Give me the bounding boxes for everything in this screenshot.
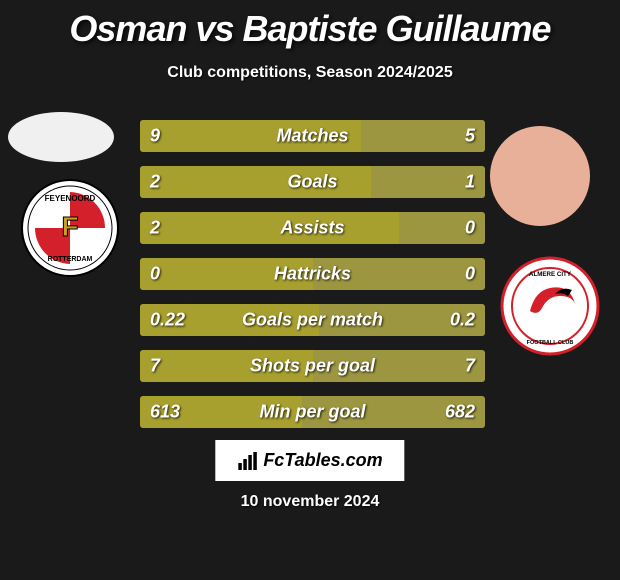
stat-value-right: 5 [465,126,475,147]
stat-row: 9 5 Matches [140,120,485,152]
stat-value-left: 7 [150,356,160,377]
stat-row: 0 0 Hattricks [140,258,485,290]
club-crest-left: FEYENOORD ROTTERDAM F [20,178,120,278]
brand-text: FcTables.com [263,450,382,471]
stat-value-left: 613 [150,402,180,423]
player-left-avatar [8,112,114,162]
stat-value-right: 0.2 [450,310,475,331]
svg-text:ROTTERDAM: ROTTERDAM [48,256,93,263]
stat-label: Hattricks [274,264,351,285]
stat-value-left: 2 [150,172,160,193]
stat-value-left: 2 [150,218,160,239]
stat-bar-left [140,212,399,244]
stat-label: Matches [276,126,348,147]
stats-chart: 95Matches21Goals20Assists00Hattricks0.22… [140,120,485,442]
stat-label: Min per goal [259,402,365,423]
stat-row: 2 1 Goals [140,166,485,198]
stat-value-right: 0 [465,264,475,285]
svg-text:FEYENOORD: FEYENOORD [45,194,96,203]
player-right-avatar [490,126,590,226]
stat-row: 0.22 0.2 Goals per match [140,304,485,336]
page-title: Osman vs Baptiste Guillaume [0,0,620,50]
stat-value-right: 1 [465,172,475,193]
stat-row: 613 682 Min per goal [140,396,485,428]
stat-value-right: 682 [445,402,475,423]
subtitle: Club competitions, Season 2024/2025 [0,64,620,82]
svg-text:F: F [61,211,78,242]
stat-row: 2 0 Assists [140,212,485,244]
stat-value-right: 0 [465,218,475,239]
brand-chart-icon [237,451,257,471]
stat-label: Assists [280,218,344,239]
svg-text:FOOTBALL CLUB: FOOTBALL CLUB [527,340,574,346]
stat-value-left: 0.22 [150,310,185,331]
stat-value-left: 0 [150,264,160,285]
svg-text:ALMERE CITY: ALMERE CITY [529,271,572,278]
stat-label: Goals per match [242,310,383,331]
date-text: 10 november 2024 [241,493,380,511]
club-crest-right: ALMERE CITY FOOTBALL CLUB [500,256,600,356]
stat-value-left: 9 [150,126,160,147]
stat-label: Goals [287,172,337,193]
stat-value-right: 7 [465,356,475,377]
stat-label: Shots per goal [250,356,375,377]
stat-row: 7 7 Shots per goal [140,350,485,382]
brand-badge: FcTables.com [215,440,404,481]
